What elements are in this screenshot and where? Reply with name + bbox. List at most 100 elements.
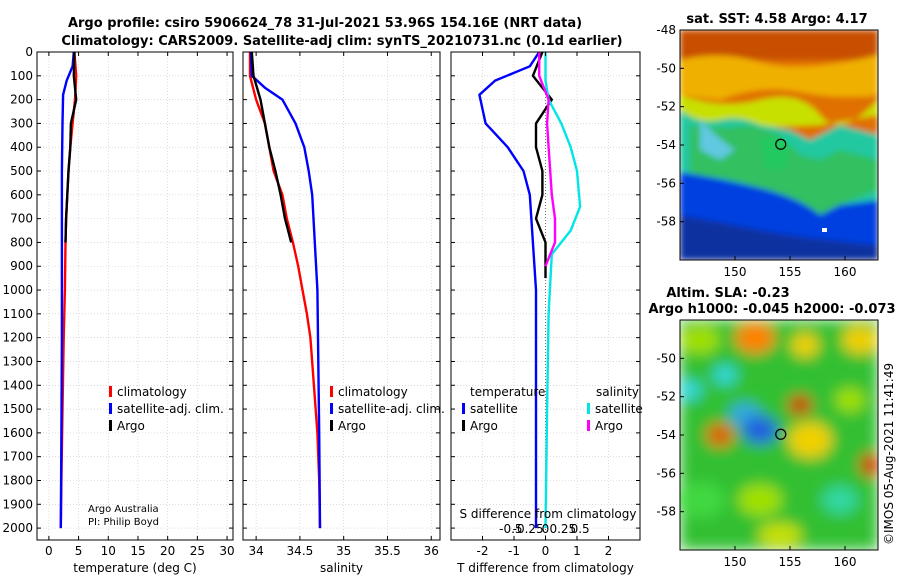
salinity-legend: climatology satellite-adj. clim. Argo [330,385,445,433]
x-tick-label: 5 [75,544,83,558]
credit-line-2: PI: Philip Boyd [88,517,159,528]
sst-map-image [680,30,878,260]
legend-swatch-t-satellite [462,403,465,414]
salinity-panel: 34 34.5 35 35.5 36 salinity [242,51,441,575]
x-tick-label: 36 [424,544,439,558]
plot-frame [36,51,234,541]
credit-line-1: Argo Australia [88,504,159,515]
y-tick-label: 100 [10,69,33,83]
x-tick-label: 155 [779,265,802,279]
x-tick-label: 0 [45,544,53,558]
imos-stamp: ©IMOS 05-Aug-2021 11:41:49 [882,363,896,545]
series-line-satellite-adj-clim- [59,51,75,529]
y-tick-label: 0 [25,45,33,59]
y-tick-label: 1100 [2,307,33,321]
x-tick-label: 34.5 [287,544,314,558]
sla-map-axes: 150 155 160 -50 -52 -54 -56 -58 [656,351,856,569]
legend-label-satellite: satellite-adj. clim. [117,402,224,416]
y-tick-label: 700 [10,212,33,226]
series-line-s-argo [538,52,557,267]
legend-label-argo: Argo [117,419,145,433]
x-tick-label: 15 [130,544,145,558]
legend-title-salinity: salinity [596,385,639,399]
legend-label-t-satellite: satellite [470,402,518,416]
y-tick-label: 600 [10,188,33,202]
legend-swatch-argo [109,420,112,431]
y-tick-label: -48 [656,23,676,37]
x-tick-label: 34 [248,544,263,558]
legend-label-satellite: satellite-adj. clim. [338,402,445,416]
x-tick-label: 10 [101,544,116,558]
legend-label-s-satellite: satellite [595,402,643,416]
x-tick-label: 35 [336,544,351,558]
y-tick-label: 1900 [2,497,33,511]
temperature-panel: 0100200300400500600700800900100011001200… [2,45,234,575]
s-diff-tick-label: 0.25 [549,522,576,536]
y-tick-label: 1600 [2,426,33,440]
difference-panel: -2 -1 0 1 2 T difference from climatology -0.5… [450,51,641,575]
sla-argo-marker [775,428,787,440]
sst-argo-marker [775,138,787,150]
series-line-satellite-adj-clim- [249,51,322,529]
y-tick-label: 1700 [2,450,33,464]
y-tick-label: -50 [656,61,676,75]
y-tick-label: -50 [656,351,676,365]
y-tick-label: 1200 [2,331,33,345]
s-diff-tick-label: 0.5 [571,522,590,536]
y-tick-label: -58 [656,505,676,519]
legend-swatch-t-argo [462,420,465,431]
y-tick-label: 200 [10,93,33,107]
legend-swatch-s-satellite [587,403,590,414]
x-tick-label: -2 [477,544,489,558]
x-tick-label: 0 [542,544,550,558]
legend-label-t-argo: Argo [470,419,498,433]
y-tick-label: 400 [10,140,33,154]
x-tick-label: 160 [834,265,857,279]
x-tick-label: 160 [834,555,857,569]
sla-map-title: Altim. SLA: -0.23 [666,286,789,301]
y-tick-label: 1300 [2,354,33,368]
x-tick-label: 155 [779,555,802,569]
title-line-1: Argo profile: csiro 5906624_78 31-Jul-20… [68,16,582,31]
y-tick-label: -54 [656,138,676,152]
y-tick-label: 1800 [2,473,33,487]
sla-map-image [680,320,878,550]
legend-swatch-climatology [330,386,333,397]
legend-label-s-argo: Argo [595,419,623,433]
s-diff-axis-label: S difference from climatology [460,507,637,521]
temperature-legend: climatology satellite-adj. clim. Argo [109,385,224,433]
y-tick-label: 800 [10,235,33,249]
sst-map-title: sat. SST: 4.58 Argo: 4.17 [686,12,867,27]
x-tick-label: 20 [160,544,175,558]
legend-swatch-argo [330,420,333,431]
s-diff-tick-label: 0 [542,522,550,536]
x-tick-label: 35.5 [374,544,401,558]
y-tick-label: 500 [10,164,33,178]
series-line-t-argo [531,51,553,279]
x-axis-label: T difference from climatology [456,561,634,575]
series-line-climatology [248,52,322,529]
y-tick-label: 1000 [2,283,33,297]
series-line-argo [64,51,78,243]
y-tick-label: 300 [10,116,33,130]
x-axis-label: temperature (deg C) [73,561,196,575]
y-tick-label: 900 [10,259,33,273]
legend-swatch-climatology [109,386,112,397]
sst-map-axes: 150 155 160 -48 -50 -52 -54 -56 -58 [656,23,856,279]
legend-swatch-satellite [109,403,112,414]
y-tick-label: -56 [656,466,676,480]
y-tick-label: -52 [656,390,676,404]
x-tick-label: 150 [724,265,747,279]
y-tick-label: 2000 [2,521,33,535]
y-tick-label: -58 [656,215,676,229]
legend-label-climatology: climatology [338,385,408,399]
legend-label-argo: Argo [338,419,366,433]
x-tick-label: 1 [573,544,581,558]
x-tick-label: 30 [219,544,234,558]
x-tick-label: 2 [605,544,613,558]
legend-title-temperature: temperature [470,385,545,399]
series-line-t-satellite [478,51,541,529]
series-line-argo [250,51,293,243]
y-tick-label: -54 [656,428,676,442]
difference-legend: temperature salinity satellite Argo sate… [462,385,643,433]
